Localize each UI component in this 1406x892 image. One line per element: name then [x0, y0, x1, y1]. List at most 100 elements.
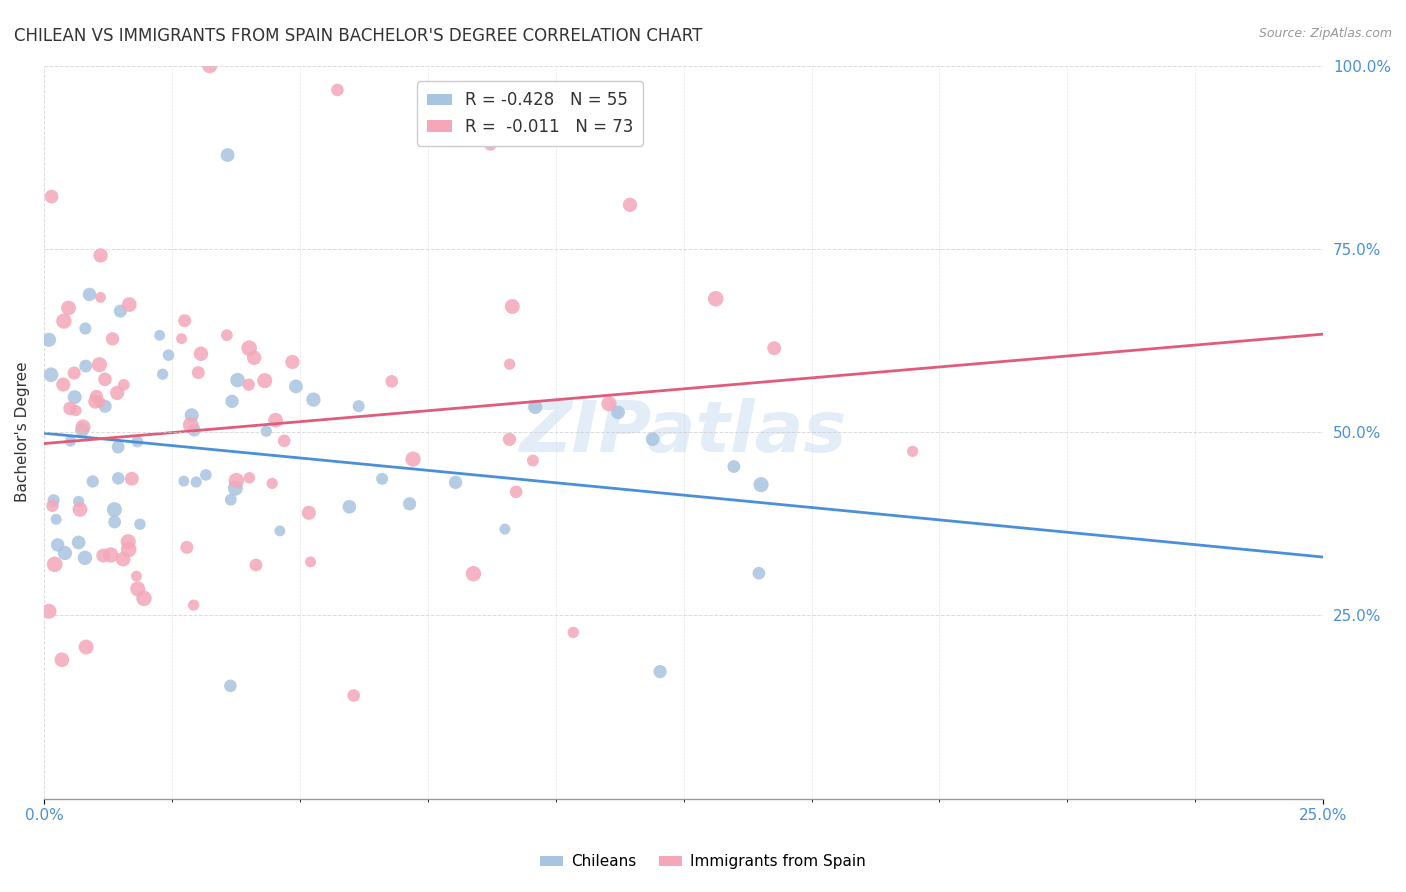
Point [749, 477, 772, 491]
Point [173, 314, 195, 328]
Text: CHILEAN VS IMMIGRANTS FROM SPAIN BACHELOR'S DEGREE CORRELATION CHART: CHILEAN VS IMMIGRANTS FROM SPAIN BACHELO… [14, 27, 703, 45]
Point [103, 502, 125, 516]
Point [72, 420, 94, 434]
Point [132, 591, 155, 606]
Y-axis label: Bachelor's Degree: Bachelor's Degree [15, 362, 30, 502]
Point [127, 434, 149, 449]
Point [505, 484, 527, 499]
Point [901, 444, 924, 458]
Point [183, 423, 205, 437]
Point [562, 625, 585, 640]
Legend: Chileans, Immigrants from Spain: Chileans, Immigrants from Spain [534, 848, 872, 875]
Point [110, 304, 132, 318]
Point [63, 366, 86, 380]
Point [67, 494, 90, 508]
Point [44, 558, 66, 572]
Point [763, 341, 786, 355]
Point [73, 550, 96, 565]
Point [94, 372, 117, 386]
Point [75, 640, 97, 654]
Point [173, 474, 195, 488]
Point [41, 189, 63, 203]
Text: ZIPatlas: ZIPatlas [520, 398, 848, 467]
Point [245, 558, 267, 572]
Point [254, 424, 277, 438]
Point [46, 538, 69, 552]
Point [598, 397, 620, 411]
Point [157, 348, 180, 362]
Point [94, 400, 117, 414]
Point [524, 400, 547, 414]
Point [343, 689, 366, 703]
Point [723, 459, 745, 474]
Point [53, 546, 76, 560]
Point [86, 389, 108, 403]
Point [121, 472, 143, 486]
Point [51, 653, 73, 667]
Point [302, 392, 325, 407]
Point [89, 395, 111, 409]
Point [180, 409, 202, 423]
Point [238, 377, 260, 392]
Point [176, 541, 198, 555]
Point [221, 394, 243, 409]
Point [501, 300, 523, 314]
Point [89, 358, 111, 372]
Point [190, 347, 212, 361]
Point [347, 399, 370, 413]
Point [41, 499, 63, 513]
Point [84, 394, 107, 409]
Point [70, 423, 93, 437]
Point [273, 434, 295, 448]
Point [326, 83, 349, 97]
Point [337, 500, 360, 514]
Point [183, 598, 205, 612]
Point [219, 679, 242, 693]
Point [112, 552, 135, 566]
Point [107, 440, 129, 454]
Point [522, 453, 544, 467]
Point [180, 418, 202, 433]
Point [75, 321, 97, 335]
Point [127, 582, 149, 596]
Point [186, 475, 208, 489]
Point [281, 355, 304, 369]
Point [90, 290, 112, 304]
Point [125, 569, 148, 583]
Point [82, 475, 104, 489]
Point [105, 385, 128, 400]
Point [187, 366, 209, 380]
Point [104, 515, 127, 529]
Point [100, 548, 122, 562]
Point [117, 542, 139, 557]
Point [226, 373, 249, 387]
Point [238, 341, 260, 355]
Point [117, 534, 139, 549]
Point [59, 401, 82, 416]
Point [398, 497, 420, 511]
Point [264, 413, 287, 427]
Point [118, 297, 141, 311]
Point [38, 604, 60, 618]
Point [219, 492, 242, 507]
Point [217, 148, 239, 162]
Point [607, 405, 630, 419]
Point [79, 287, 101, 301]
Point [52, 377, 75, 392]
Legend: R = -0.428   N = 55, R =  -0.011   N = 73: R = -0.428 N = 55, R = -0.011 N = 73 [416, 81, 644, 145]
Point [704, 292, 727, 306]
Point [402, 452, 425, 467]
Point [52, 314, 75, 328]
Point [498, 433, 520, 447]
Point [45, 512, 67, 526]
Point [63, 390, 86, 404]
Point [648, 665, 671, 679]
Point [39, 368, 62, 382]
Point [42, 493, 65, 508]
Point [65, 403, 87, 417]
Point [463, 566, 485, 581]
Point [498, 357, 520, 371]
Point [129, 517, 152, 532]
Point [67, 535, 90, 549]
Point [90, 248, 112, 262]
